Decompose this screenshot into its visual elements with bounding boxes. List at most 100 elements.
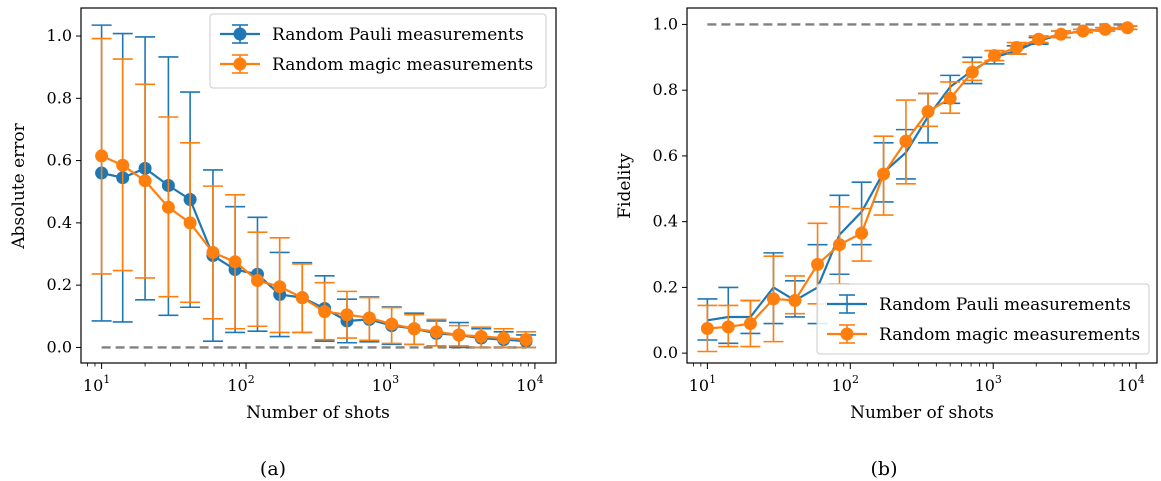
legend-swatch-marker: [840, 327, 854, 341]
x-tick-label: 102: [227, 373, 254, 395]
series-line: [707, 26, 1128, 330]
data-point: [497, 331, 511, 345]
legend-label: Random magic measurements: [879, 325, 1140, 345]
x-tick-exponent: 4: [1138, 373, 1145, 386]
data-point: [429, 325, 443, 339]
data-point: [161, 200, 175, 214]
x-tick-label: 101: [689, 373, 716, 395]
legend-swatch-marker: [233, 27, 247, 41]
data-point: [116, 158, 130, 172]
data-point: [519, 333, 533, 347]
x-tick-label: 104: [1117, 373, 1144, 395]
data-point: [832, 238, 846, 252]
data-point: [206, 245, 220, 259]
y-tick-label: 0.4: [47, 213, 72, 232]
x-tick-exponent: 3: [392, 373, 399, 386]
y-tick-label: 0.8: [47, 88, 72, 107]
data-point: [407, 322, 421, 336]
data-point: [385, 317, 399, 331]
legend-label: Random Pauli measurements: [272, 25, 524, 45]
data-point: [273, 280, 287, 294]
y-axis-label: Fidelity: [615, 153, 635, 219]
data-point: [965, 65, 979, 79]
caption-a: (a): [260, 458, 286, 480]
x-tick-base: 10: [372, 376, 392, 395]
y-tick-label: 0.0: [47, 337, 72, 356]
x-tick-exponent: 4: [537, 373, 544, 386]
data-point: [95, 149, 109, 163]
x-tick-base: 10: [227, 376, 247, 395]
data-point: [943, 91, 957, 105]
data-point: [250, 273, 264, 287]
data-point: [138, 174, 152, 188]
data-point: [700, 321, 714, 335]
data-point: [1054, 27, 1068, 41]
panel-a: Absolute error Number of shots (a) 0.0 0.…: [9, 7, 557, 480]
legend-label: Random magic measurements: [272, 55, 533, 75]
x-tick-base: 10: [516, 376, 536, 395]
data-point: [766, 292, 780, 306]
data-point: [721, 320, 735, 334]
data-point: [295, 291, 309, 305]
y-tick-label: 1.0: [653, 14, 678, 33]
data-point: [1076, 24, 1090, 38]
data-point: [788, 294, 802, 308]
series-line: [707, 26, 1128, 322]
x-tick-label: 103: [372, 373, 399, 395]
x-tick-exponent: 1: [103, 373, 110, 386]
x-tick-base: 10: [83, 376, 103, 395]
plot-frame: [80, 7, 557, 364]
x-tick-base: 10: [832, 376, 852, 395]
data-point: [1032, 32, 1046, 46]
data-point: [1098, 22, 1112, 36]
y-tick-label: 1.0: [47, 26, 72, 45]
x-tick-base: 10: [1117, 376, 1137, 395]
data-point: [340, 308, 354, 322]
data-point: [452, 328, 466, 342]
x-tick-label: 104: [516, 373, 543, 395]
x-tick-exponent: 2: [248, 373, 255, 386]
legend-swatch-marker: [233, 57, 247, 71]
legend-box: [209, 13, 547, 89]
data-point: [811, 257, 825, 271]
y-tick-label: 0.0: [653, 343, 678, 362]
x-tick-label: 101: [83, 373, 110, 395]
data-point: [899, 134, 913, 148]
x-axis-label: Number of shots: [246, 403, 390, 423]
legend: Random Pauli measurements Random magic me…: [816, 283, 1150, 355]
y-tick-label: 0.8: [653, 80, 678, 99]
caption-b: (b): [871, 458, 898, 480]
plot-frame: [686, 7, 1158, 364]
y-axis-label: Absolute error: [9, 122, 29, 249]
x-tick-base: 10: [975, 376, 995, 395]
y-tick-label: 0.6: [653, 146, 678, 165]
data-point: [743, 317, 757, 331]
legend-label: Random Pauli measurements: [879, 295, 1131, 315]
x-tick-exponent: 3: [995, 373, 1002, 386]
data-point: [1010, 40, 1024, 54]
y-tick-label: 0.6: [47, 151, 72, 170]
data-point: [921, 105, 935, 119]
x-tick-base: 10: [689, 376, 709, 395]
data-point: [183, 216, 197, 230]
legend-box: [816, 283, 1150, 355]
y-tick-label: 0.2: [47, 275, 72, 294]
x-tick-exponent: 2: [852, 373, 859, 386]
legend: Random Pauli measurements Random magic me…: [209, 13, 547, 89]
panel-b: Fidelity Number of shots (b) 0.0 0.2 0.4 0.…: [615, 7, 1158, 480]
data-point: [362, 311, 376, 325]
data-point: [318, 305, 332, 319]
y-tick-label: 0.4: [653, 212, 678, 231]
x-axis-label: Number of shots: [850, 403, 994, 423]
x-tick-label: 103: [975, 373, 1002, 395]
data-point: [877, 167, 891, 181]
series-magic: [91, 37, 537, 349]
x-tick-label: 102: [832, 373, 859, 395]
data-point: [1120, 21, 1134, 35]
y-tick-label: 0.2: [653, 277, 678, 296]
data-point: [474, 330, 488, 344]
data-point: [228, 255, 242, 269]
data-point: [855, 226, 869, 240]
data-point: [987, 49, 1001, 63]
